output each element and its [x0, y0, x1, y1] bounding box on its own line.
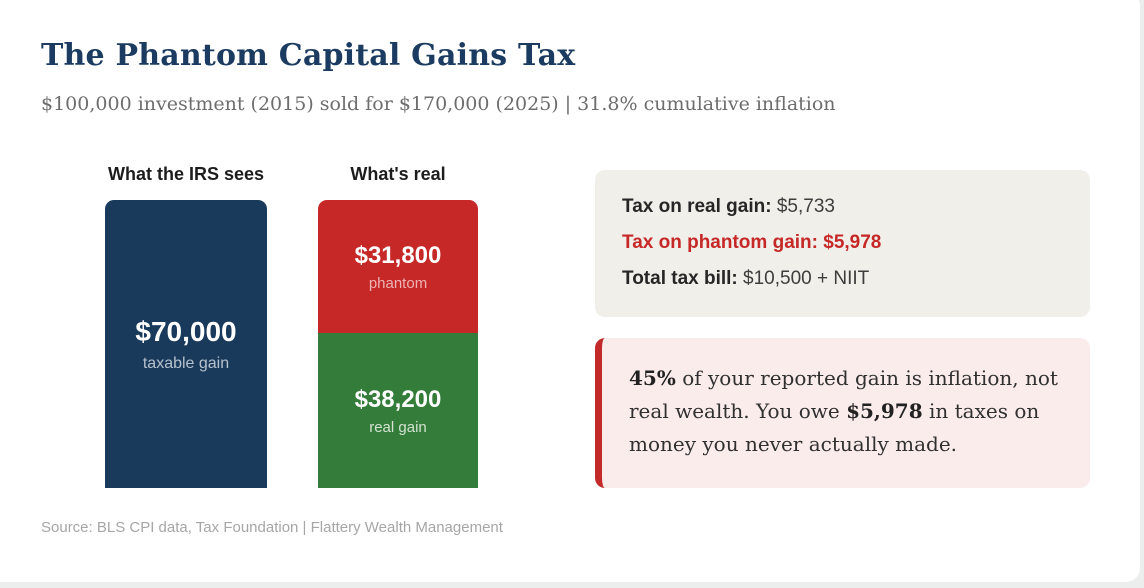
callout-text-2: in taxes on money you never actually mad…: [629, 399, 1040, 456]
bar-label-taxable: taxable gain: [142, 354, 230, 372]
callout-text-1: of your reported gain is inflation, not …: [629, 366, 1058, 423]
callout-percent: 45%: [629, 366, 676, 390]
bar-segment-real-gain: $38,200 real gain: [318, 333, 478, 488]
callout-box: 45% of your reported gain is inflation, …: [595, 338, 1090, 488]
tax-summary-box: Tax on real gain: $5,733 Tax on phantom …: [595, 170, 1090, 317]
bar-value-phantom: $31,800: [354, 241, 442, 269]
tax-label-total: Total tax bill:: [622, 268, 738, 289]
bar-whats-real: $31,800 phantom $38,200 real gain: [318, 200, 478, 488]
bar-label-phantom: phantom: [368, 274, 428, 292]
bar-value-real-gain: $38,200: [354, 385, 442, 413]
column-header-real: What's real: [350, 164, 446, 184]
callout-amount: $5,978: [846, 399, 923, 423]
column-header-irs: What the IRS sees: [107, 164, 265, 184]
page-title: The Phantom Capital Gains Tax: [41, 38, 576, 73]
source-attribution: Source: BLS CPI data, Tax Foundation | F…: [41, 519, 503, 536]
tax-row-real-gain: Tax on real gain: $5,733: [622, 196, 1090, 218]
tax-value-real-gain: $5,733: [771, 196, 835, 217]
bar-segment-phantom: $31,800 phantom: [318, 200, 478, 333]
bar-taxable-gain: $70,000 taxable gain: [105, 200, 267, 488]
bar-value-taxable: $70,000: [135, 315, 237, 347]
bar-label-real-gain: real gain: [369, 418, 427, 436]
tax-row-phantom-gain: Tax on phantom gain: $5,978: [622, 232, 882, 253]
subtitle: $100,000 investment (2015) sold for $170…: [41, 93, 836, 115]
tax-value-total: $10,500 + NIIT: [737, 268, 870, 289]
tax-label-real-gain: Tax on real gain:: [622, 196, 772, 217]
tax-row-total: Total tax bill: $10,500 + NIIT: [622, 268, 1090, 290]
